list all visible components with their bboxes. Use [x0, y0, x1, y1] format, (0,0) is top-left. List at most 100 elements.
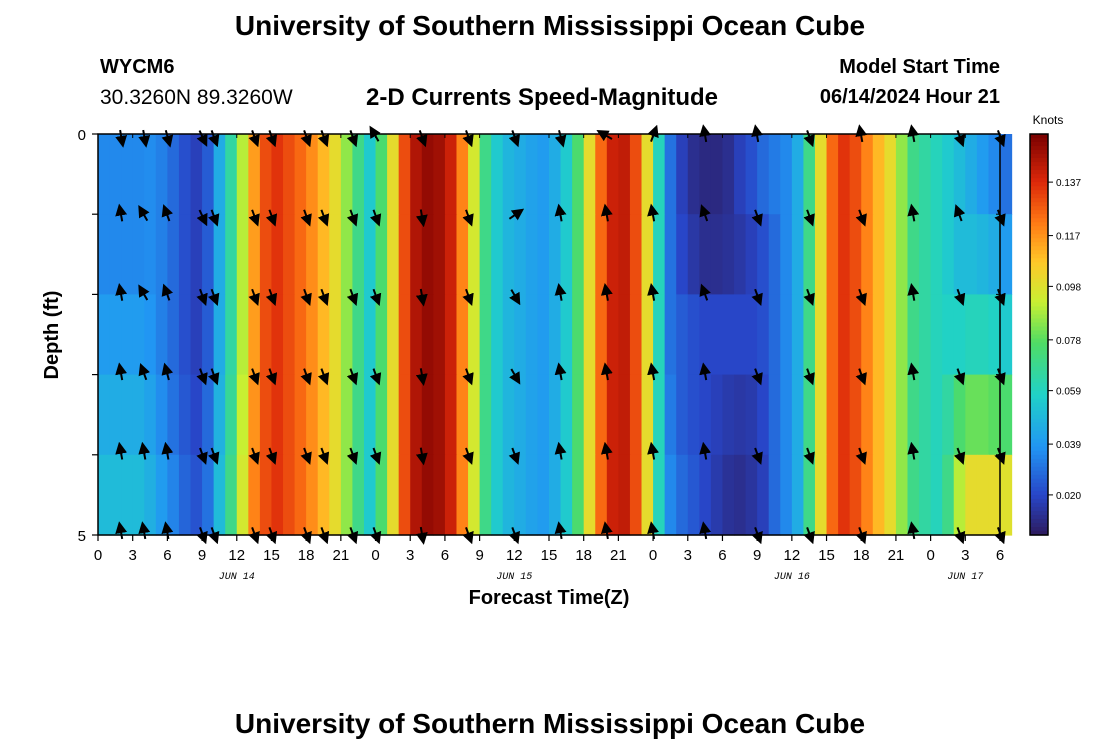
heatmap-cell [653, 214, 666, 295]
heatmap-cell [919, 454, 932, 536]
colorbar-segment [1030, 350, 1048, 356]
heatmap-cell [687, 374, 700, 456]
heatmap-cell [872, 454, 885, 536]
heatmap-cell [167, 214, 180, 295]
heatmap-cell [479, 454, 492, 536]
current-vector-arrow [554, 441, 567, 460]
heatmap-cell [872, 374, 885, 456]
heatmap-cell [514, 454, 527, 536]
current-vector-arrow [803, 209, 815, 227]
heatmap-cell [942, 214, 955, 295]
heatmap-cell [942, 454, 955, 536]
heatmap-cell [306, 134, 319, 215]
heatmap-cell [537, 454, 550, 536]
current-vector-arrow [855, 447, 867, 465]
heatmap-cell [803, 374, 816, 456]
heatmap-cell [317, 134, 330, 215]
heatmap-cell [919, 134, 932, 215]
heatmap-cell [271, 374, 284, 456]
colorbar-segment [1030, 522, 1048, 528]
heatmap-cell [329, 374, 342, 456]
heatmap-cell [549, 374, 562, 456]
heatmap-cell [410, 294, 423, 376]
heatmap-cell [884, 214, 897, 295]
heatmap-cell [722, 454, 735, 536]
current-vector-arrow [803, 368, 815, 386]
colorbar-segment [1030, 154, 1048, 159]
heatmap-cell [167, 294, 180, 376]
current-vector-arrow [699, 204, 711, 222]
heatmap-cell [942, 374, 955, 456]
colorbar-segment [1030, 282, 1048, 287]
heatmap-cell [791, 214, 805, 295]
heatmap-cell [98, 214, 111, 295]
colorbar-segment [1030, 150, 1048, 155]
heatmap-cell [618, 374, 631, 456]
heatmap-cell [710, 294, 724, 376]
colorbar-segment [1030, 354, 1048, 360]
current-vector-arrow [907, 441, 920, 460]
heatmap-cell [479, 294, 492, 376]
heatmap-cell [468, 134, 481, 215]
heatmap-cell [491, 454, 504, 536]
colorbar-segment [1030, 426, 1048, 432]
current-vector-arrow [138, 205, 150, 222]
heatmap-cell [826, 454, 839, 536]
heatmap-cell [976, 214, 990, 295]
heatmap-cell [988, 294, 1001, 376]
heatmap-cell [132, 214, 145, 295]
current-vector-arrow [415, 368, 428, 387]
heatmap-cell [225, 214, 238, 295]
heatmap-cell [664, 134, 677, 215]
heatmap-cell [352, 134, 365, 215]
x-tick-label: 0 [926, 547, 934, 564]
colorbar-segment [1030, 218, 1048, 223]
current-vector-arrow [317, 130, 330, 148]
x-tick-label: 9 [198, 547, 206, 564]
heatmap-cell [375, 294, 388, 376]
current-vector-arrow [138, 441, 151, 460]
x-tick-label: 12 [228, 547, 245, 564]
heatmap-cell [699, 134, 712, 215]
heatmap-cell [618, 134, 631, 215]
current-vector-arrow [248, 288, 260, 307]
current-vector-arrow [462, 527, 474, 545]
heatmap-cell [502, 214, 515, 295]
heatmap-cell [468, 374, 481, 456]
heatmap-cell [167, 454, 180, 536]
heatmap-cell [872, 134, 885, 215]
x-axis-label: Forecast Time(Z) [469, 587, 630, 609]
heatmap-cell [537, 134, 550, 215]
colorbar-segment [1030, 518, 1048, 524]
current-vector-arrow [317, 447, 330, 465]
heatmap-cell [965, 134, 978, 215]
heatmap-cell [965, 294, 978, 376]
heatmap-cell [155, 454, 168, 536]
heatmap-cell [768, 294, 781, 376]
x-day-label: JUN 16 [774, 572, 810, 583]
heatmap-cell [155, 374, 168, 456]
heatmap-cell [178, 454, 192, 536]
heatmap-cell [572, 374, 585, 456]
heatmap-cell [190, 134, 203, 215]
heatmap-cell [329, 294, 342, 376]
colorbar-segment [1030, 250, 1048, 255]
heatmap-cell [606, 214, 619, 295]
heatmap-cell [710, 454, 724, 536]
colorbar-tick-label: 0.059 [1056, 387, 1081, 398]
heatmap-cell [734, 374, 747, 456]
current-vectors [115, 124, 1006, 545]
current-vector-arrow [317, 288, 330, 307]
current-vector-arrow [751, 527, 763, 545]
heatmap-cell [387, 374, 400, 456]
heatmap-cell [930, 374, 943, 456]
current-vector-arrow [369, 447, 382, 465]
heatmap-cell [456, 374, 469, 456]
current-vector-arrow [647, 362, 659, 381]
x-tick-label: 12 [506, 547, 523, 564]
model-start-label: Model Start Time [839, 56, 1000, 78]
heatmap-cell [525, 134, 539, 215]
heatmap-cell [803, 294, 816, 376]
heatmap-cell [352, 294, 365, 376]
heatmap-cell [687, 454, 700, 536]
